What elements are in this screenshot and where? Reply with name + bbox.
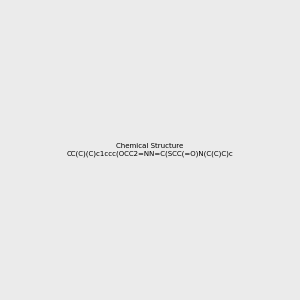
Text: Chemical Structure
CC(C)(C)c1ccc(OCC2=NN=C(SCC(=O)N(C(C)C)c: Chemical Structure CC(C)(C)c1ccc(OCC2=NN… — [67, 143, 233, 157]
